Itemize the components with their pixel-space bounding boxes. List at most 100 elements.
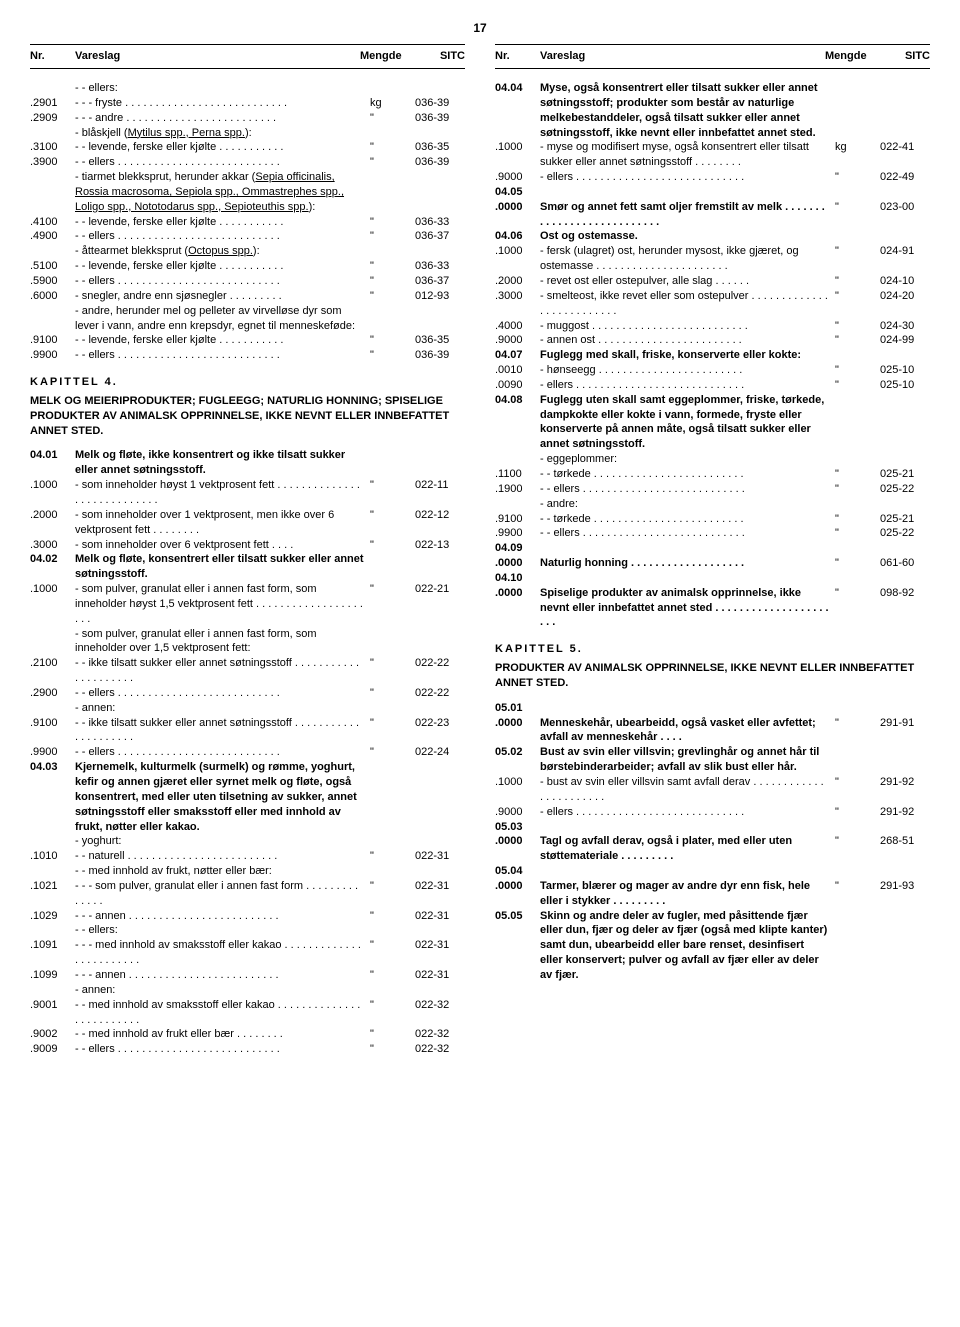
entry-nr: .0000 [495, 556, 540, 571]
table-row: 05.03 [495, 820, 930, 835]
entry-sitc: 025-21 [880, 467, 930, 482]
entry-desc: - revet ost eller ostepulver, alle slag … [540, 274, 835, 289]
table-row: 04.06Ost og ostemasse. [495, 229, 930, 244]
table-row: .0010- hønseegg . . . . . . . . . . . . … [495, 363, 930, 378]
table-row: .1900- - ellers . . . . . . . . . . . . … [495, 482, 930, 497]
entry-unit: " [835, 467, 880, 482]
table-row: - annen: [30, 983, 465, 998]
table-row: 04.03Kjernemelk, kulturmelk (surmelk) og… [30, 760, 465, 834]
entry-desc: - myse og modifisert myse, også konsentr… [540, 140, 835, 170]
entry-desc: - tiarmet blekksprut, herunder akkar (Se… [75, 170, 370, 215]
entry-desc: Myse, også konsentrert eller tilsatt suk… [540, 81, 835, 140]
table-row: .1021- - - som pulver, granulat eller i … [30, 879, 465, 909]
entry-sitc: 024-30 [880, 319, 930, 334]
entry-nr: .4000 [495, 319, 540, 334]
entry-nr: .9002 [30, 1027, 75, 1042]
table-row: .2909- - - andre . . . . . . . . . . . .… [30, 111, 465, 126]
entry-unit: " [370, 538, 415, 553]
entry-sitc: 268-51 [880, 834, 930, 849]
entry-desc: - - ellers . . . . . . . . . . . . . . .… [75, 348, 370, 363]
entry-desc: - - ikke tilsatt sukker eller annet søtn… [75, 716, 370, 746]
table-row: .2000- revet ost eller ostepulver, alle … [495, 274, 930, 289]
entry-sitc: 036-39 [415, 96, 465, 111]
entry-unit: " [835, 333, 880, 348]
entry-nr: 05.04 [495, 864, 540, 879]
entry-nr: .2100 [30, 656, 75, 671]
entry-desc: - - ellers . . . . . . . . . . . . . . .… [75, 686, 370, 701]
entry-desc: - - ellers . . . . . . . . . . . . . . .… [75, 745, 370, 760]
entry-unit: " [835, 526, 880, 541]
entry-nr: 04.05 [495, 185, 540, 200]
entry-nr: 05.01 [495, 701, 540, 716]
table-row: .1029- - - annen . . . . . . . . . . . .… [30, 909, 465, 924]
table-row: 05.02Bust av svin eller villsvin; grevli… [495, 745, 930, 775]
entry-unit: " [370, 1027, 415, 1042]
table-row: - annen: [30, 701, 465, 716]
entry-sitc: 022-49 [880, 170, 930, 185]
entry-nr: .0090 [495, 378, 540, 393]
entry-nr: .4900 [30, 229, 75, 244]
entry-sitc: 036-37 [415, 229, 465, 244]
table-row: .1000- fersk (ulagret) ost, herunder mys… [495, 244, 930, 274]
entry-nr: .3000 [30, 538, 75, 553]
table-row: - eggeplommer: [495, 452, 930, 467]
entry-sitc: 024-20 [880, 289, 930, 304]
header-var: Vareslag [75, 49, 360, 64]
entry-nr: 04.08 [495, 393, 540, 408]
entry-sitc: 022-32 [415, 998, 465, 1013]
table-row: 04.07Fuglegg med skall, friske, konserve… [495, 348, 930, 363]
entry-nr: .1000 [30, 478, 75, 493]
entry-desc: - snegler, andre enn sjøsnegler . . . . … [75, 289, 370, 304]
entry-unit: " [370, 849, 415, 864]
table-row: .5100- - levende, ferske eller kjølte . … [30, 259, 465, 274]
entry-unit: " [835, 556, 880, 571]
entry-desc: - ellers . . . . . . . . . . . . . . . .… [540, 170, 835, 185]
table-row: .1100- - tørkede . . . . . . . . . . . .… [495, 467, 930, 482]
entry-desc: - annen: [75, 983, 370, 998]
entry-desc: Tagl og avfall derav, også i plater, med… [540, 834, 835, 864]
entry-nr: .0000 [495, 716, 540, 731]
entry-nr: .0010 [495, 363, 540, 378]
entry-sitc: 025-22 [880, 526, 930, 541]
entry-desc: - - tørkede . . . . . . . . . . . . . . … [540, 467, 835, 482]
entry-sitc: 022-12 [415, 508, 465, 523]
entry-desc: - som inneholder over 1 vektprosent, men… [75, 508, 370, 538]
entry-desc: - smelteost, ikke revet eller som ostepu… [540, 289, 835, 319]
entry-sitc: 023-00 [880, 200, 930, 215]
table-row: 05.05Skinn og andre deler av fugler, med… [495, 909, 930, 983]
entry-unit: " [835, 586, 880, 601]
table-row: .3000- smelteost, ikke revet eller som o… [495, 289, 930, 319]
right-entries-2: 05.01.0000Menneskehår, ubearbeidd, også … [495, 701, 930, 983]
entry-sitc: 036-33 [415, 215, 465, 230]
entry-nr: .9000 [495, 170, 540, 185]
entry-unit: " [370, 745, 415, 760]
entry-desc: - - ellers . . . . . . . . . . . . . . .… [75, 155, 370, 170]
entry-nr: 04.09 [495, 541, 540, 556]
entry-desc: - - naturell . . . . . . . . . . . . . .… [75, 849, 370, 864]
table-row: .4000- muggost . . . . . . . . . . . . .… [495, 319, 930, 334]
entry-desc: - som pulver, granulat eller i annen fas… [75, 582, 370, 627]
entry-nr: .2909 [30, 111, 75, 126]
table-row: 05.01 [495, 701, 930, 716]
chapter-5-heading: KAPITTEL 5. [495, 642, 930, 657]
entry-unit: " [835, 378, 880, 393]
entry-desc: - - ellers . . . . . . . . . . . . . . .… [75, 274, 370, 289]
entry-desc: - som inneholder over 6 vektprosent fett… [75, 538, 370, 553]
entry-nr: .1021 [30, 879, 75, 894]
entry-nr: .4100 [30, 215, 75, 230]
entry-desc: - bust av svin eller villsvin samt avfal… [540, 775, 835, 805]
entry-sitc: 025-21 [880, 512, 930, 527]
entry-nr: 04.07 [495, 348, 540, 363]
entry-nr: .1000 [495, 775, 540, 790]
entry-sitc: 024-99 [880, 333, 930, 348]
entry-desc: - - ellers: [75, 923, 370, 938]
entry-sitc: 291-92 [880, 805, 930, 820]
entry-desc: - - tørkede . . . . . . . . . . . . . . … [540, 512, 835, 527]
column-header-right: Nr. Vareslag Mengde SITC [495, 44, 930, 69]
entry-desc: Smør og annet fett samt oljer fremstilt … [540, 200, 835, 230]
entry-nr: .1099 [30, 968, 75, 983]
chapter-4-title: MELK OG MEIERIPRODUKTER; FUGLEEGG; NATUR… [30, 394, 465, 439]
entry-sitc: 022-31 [415, 909, 465, 924]
entry-unit: " [370, 508, 415, 523]
table-row: - som pulver, granulat eller i annen fas… [30, 627, 465, 657]
